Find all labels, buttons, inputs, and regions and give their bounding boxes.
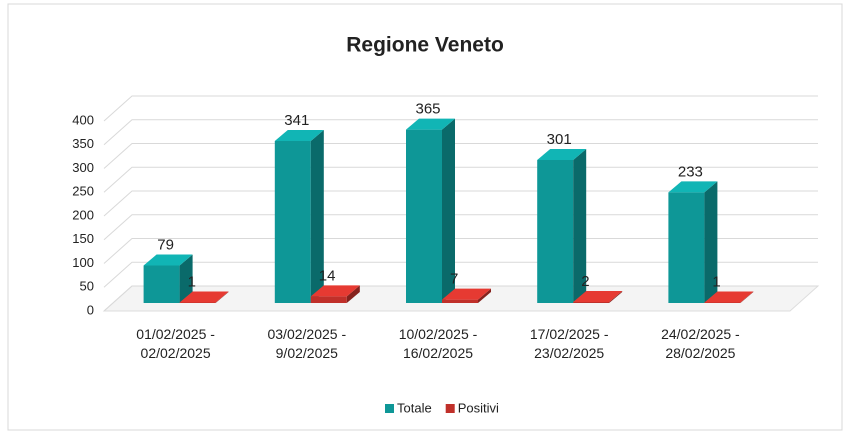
y-tick-label: 0 xyxy=(87,302,94,317)
value-label: 14 xyxy=(319,267,336,284)
y-tick-label: 400 xyxy=(72,112,94,127)
bar xyxy=(668,181,718,303)
grid-line xyxy=(103,214,818,241)
x-tick-label: 24/02/2025 - 28/02/2025 xyxy=(661,326,740,361)
bar xyxy=(573,291,623,303)
bar xyxy=(179,291,229,303)
bar-face xyxy=(274,130,324,142)
y-tick-label: 100 xyxy=(72,255,94,270)
bar xyxy=(310,285,360,303)
bar-face xyxy=(573,291,623,303)
value-label: 1 xyxy=(712,273,720,290)
legend-swatch xyxy=(445,404,455,413)
bar-face xyxy=(143,265,180,303)
y-tick-label: 200 xyxy=(72,207,94,222)
bar xyxy=(406,118,455,303)
bar-face xyxy=(346,285,360,303)
bar-face xyxy=(179,291,229,303)
value-label: 1 xyxy=(188,273,196,290)
bar-face xyxy=(179,254,193,303)
bar-face xyxy=(609,291,623,303)
bar-face xyxy=(274,141,311,303)
bar-face xyxy=(215,291,229,303)
bar-face xyxy=(537,149,587,161)
value-label: 2 xyxy=(581,273,589,290)
y-tick-label: 350 xyxy=(72,136,94,151)
bar-face xyxy=(442,288,491,300)
bar-face xyxy=(442,299,478,303)
value-label: 79 xyxy=(157,236,174,253)
value-label: 233 xyxy=(678,163,703,180)
grid-line xyxy=(103,190,818,217)
bar-face xyxy=(406,129,442,303)
bar-face xyxy=(573,302,610,303)
bar-face xyxy=(143,254,193,266)
x-tick-label: 01/02/2025 - 02/02/2025 xyxy=(136,326,215,361)
bar-face xyxy=(668,192,705,303)
grid-line xyxy=(103,261,818,288)
grid-line xyxy=(103,119,818,146)
bar xyxy=(143,254,193,303)
bar xyxy=(704,291,754,303)
bar-face xyxy=(406,118,455,130)
legend-label: Positivi xyxy=(458,400,499,415)
bar xyxy=(537,149,587,303)
bar xyxy=(274,130,324,303)
bar-face xyxy=(478,288,491,303)
value-label: 365 xyxy=(415,101,440,118)
legend-swatch xyxy=(385,404,394,413)
chart-title: Regione Veneto xyxy=(346,34,504,57)
bar-face xyxy=(310,285,360,297)
bar-face xyxy=(740,291,754,303)
grid-line xyxy=(103,238,818,264)
legend-label: Totale xyxy=(397,400,432,415)
y-tick-label: 250 xyxy=(72,184,94,199)
grid-line xyxy=(103,95,818,122)
grid-line xyxy=(103,143,818,169)
value-label: 341 xyxy=(284,112,309,129)
grid-line xyxy=(103,285,818,312)
bar-face xyxy=(310,130,324,303)
bar-face xyxy=(310,296,347,303)
grid-line xyxy=(103,166,818,193)
bar-face xyxy=(537,160,574,303)
x-tick-label: 10/02/2025 - 16/02/2025 xyxy=(398,326,478,361)
x-tick-label: 17/02/2025 - 23/02/2025 xyxy=(529,326,609,361)
bar-face xyxy=(442,118,455,303)
bar-face xyxy=(668,181,718,193)
x-tick-label: 03/02/2025 - 9/02/2025 xyxy=(267,326,347,361)
y-tick-label: 50 xyxy=(80,279,94,294)
value-label: 7 xyxy=(450,271,458,288)
value-label: 301 xyxy=(547,131,572,148)
bar-face xyxy=(704,181,718,303)
y-tick-label: 300 xyxy=(72,160,94,175)
bar xyxy=(442,288,491,303)
bar-face xyxy=(704,291,754,303)
bar-face xyxy=(573,149,587,303)
y-tick-label: 150 xyxy=(72,231,94,246)
